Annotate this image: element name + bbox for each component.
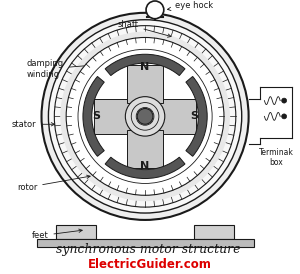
Polygon shape (94, 99, 131, 134)
Text: shaft: shaft (118, 20, 171, 37)
Text: Terminak
box: Terminak box (259, 148, 294, 167)
Text: stator: stator (12, 120, 55, 129)
Text: rotor: rotor (17, 175, 90, 192)
Wedge shape (83, 76, 104, 156)
Text: synchronous motor structure: synchronous motor structure (56, 242, 240, 256)
Circle shape (48, 20, 242, 213)
Circle shape (282, 98, 286, 103)
Bar (56, 225, 96, 239)
Circle shape (66, 38, 224, 195)
Circle shape (146, 1, 164, 19)
Wedge shape (105, 54, 185, 76)
Text: feet: feet (32, 229, 82, 240)
Circle shape (137, 109, 153, 124)
Text: ElectricGuider.com: ElectricGuider.com (88, 258, 212, 272)
Text: damping
winding: damping winding (27, 59, 90, 79)
Text: N: N (140, 62, 150, 72)
Circle shape (78, 49, 212, 184)
Wedge shape (105, 157, 185, 179)
Circle shape (125, 97, 165, 136)
Text: eye hock: eye hock (167, 1, 213, 11)
Bar (37, 239, 254, 247)
Polygon shape (127, 130, 163, 168)
Circle shape (41, 13, 249, 220)
Wedge shape (186, 76, 207, 156)
Text: S: S (92, 111, 100, 121)
Polygon shape (159, 99, 196, 134)
Wedge shape (60, 32, 230, 201)
Bar (194, 225, 234, 239)
Circle shape (282, 114, 286, 119)
Polygon shape (127, 65, 163, 102)
Text: N: N (140, 161, 150, 171)
Text: S: S (190, 111, 198, 121)
